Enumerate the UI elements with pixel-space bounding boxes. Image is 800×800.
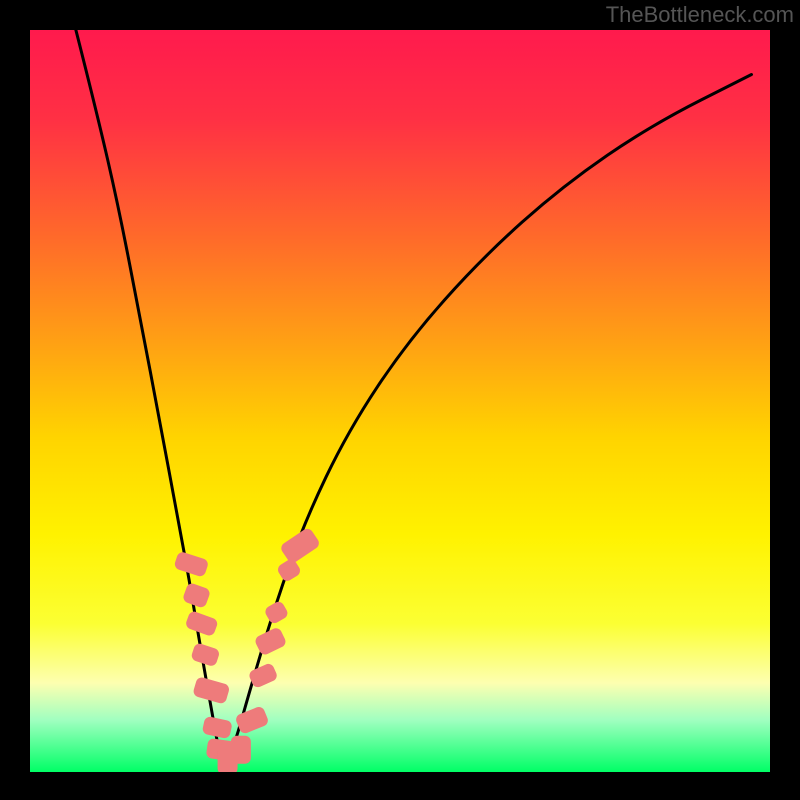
watermark-text: TheBottleneck.com bbox=[606, 2, 794, 28]
data-marker bbox=[231, 736, 251, 764]
data-marker bbox=[276, 557, 302, 583]
plot-area bbox=[30, 30, 770, 772]
data-marker bbox=[185, 610, 219, 637]
chart-svg-layer bbox=[30, 30, 770, 772]
data-marker bbox=[263, 600, 289, 626]
data-marker bbox=[254, 626, 288, 656]
data-marker bbox=[173, 551, 209, 578]
data-marker bbox=[202, 716, 233, 739]
data-marker bbox=[192, 676, 230, 705]
data-marker bbox=[190, 642, 220, 667]
bottleneck-curve bbox=[76, 30, 752, 763]
data-markers bbox=[173, 527, 321, 772]
data-marker bbox=[182, 582, 211, 609]
